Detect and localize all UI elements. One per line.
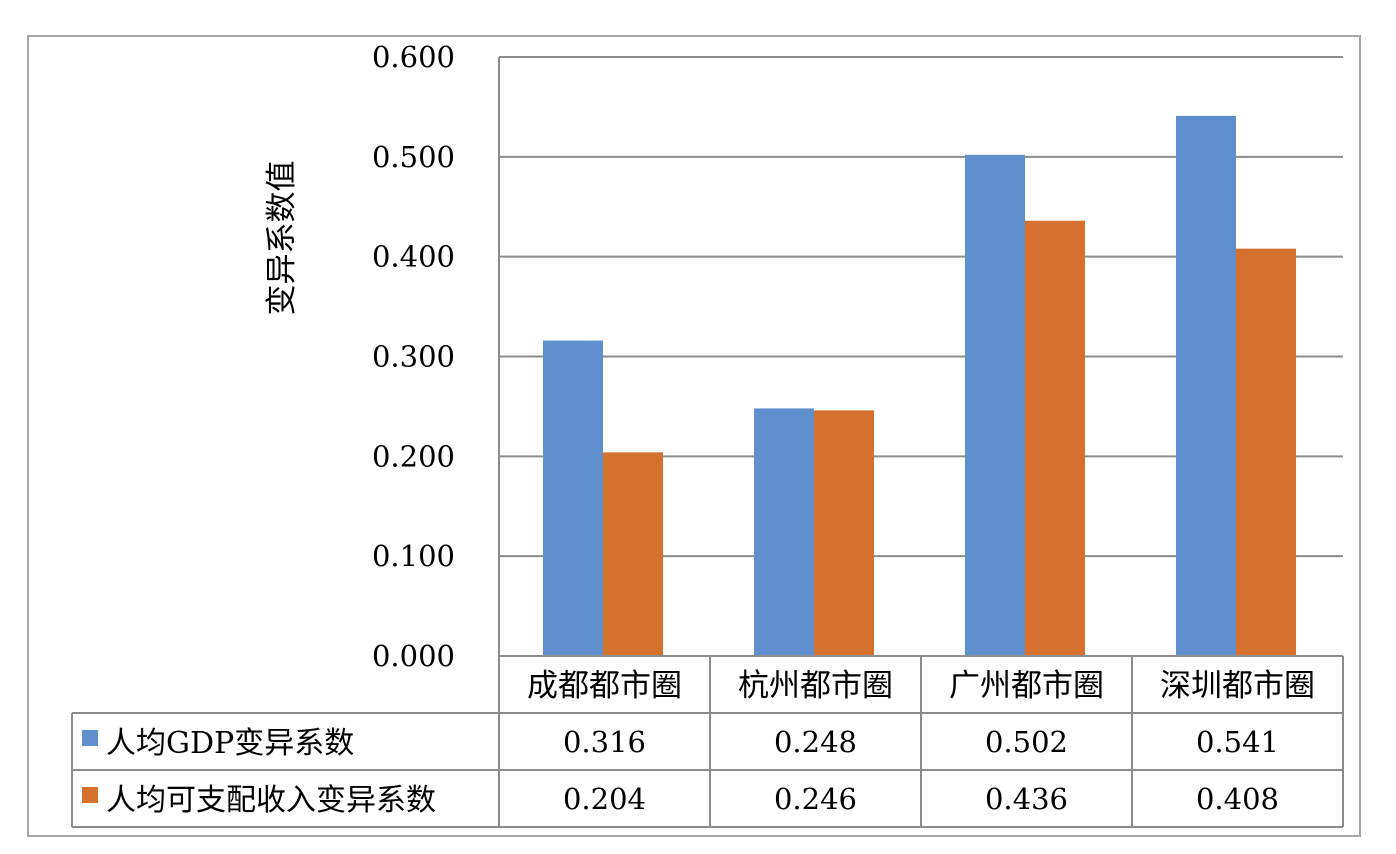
legend-label: 人均GDP变异系数 [106, 726, 354, 761]
y-tick-label: 0.300 [372, 340, 455, 374]
y-axis-ticks: 0.000 0.100 0.200 0.300 0.400 0.500 0.600 [372, 40, 455, 673]
bars [543, 115, 1296, 656]
bar-gdp-2 [754, 408, 814, 656]
bar-income-4 [1236, 248, 1296, 656]
data-table-value: 0.316 [563, 725, 646, 759]
data-table-value: 0.436 [985, 782, 1068, 816]
category-label: 深圳都市圈 [1160, 668, 1315, 704]
y-tick-label: 0.400 [372, 240, 455, 274]
legend-swatch [82, 787, 98, 803]
bar-income-2 [814, 410, 874, 656]
category-label: 成都都市圈 [527, 668, 682, 704]
bar-income-3 [1025, 220, 1085, 656]
bar-income-1 [603, 452, 663, 656]
data-table-value: 0.248 [774, 725, 857, 759]
bar-gdp-3 [965, 154, 1025, 656]
y-tick-label: 0.500 [372, 140, 455, 174]
y-axis-label: 变异系数值 [264, 161, 300, 316]
chart-frame [27, 35, 1361, 837]
y-tick-label: 0.200 [372, 439, 455, 473]
data-table-value: 0.541 [1196, 725, 1279, 759]
y-tick-label: 0.100 [372, 539, 455, 573]
y-tick-label: 0.600 [372, 40, 455, 74]
data-table-value: 0.246 [774, 782, 857, 816]
data-table-value: 0.204 [563, 782, 646, 816]
category-label: 杭州都市圈 [738, 668, 893, 704]
data-table-value: 0.408 [1196, 782, 1279, 816]
legend-swatch [82, 730, 98, 746]
bar-gdp-1 [543, 340, 603, 656]
y-tick-label: 0.000 [372, 639, 455, 673]
data-table-value: 0.502 [985, 725, 1068, 759]
bar-gdp-4 [1176, 115, 1236, 656]
legend-label: 人均可支配收入变异系数 [106, 783, 436, 818]
category-label: 广州都市圈 [949, 668, 1104, 704]
